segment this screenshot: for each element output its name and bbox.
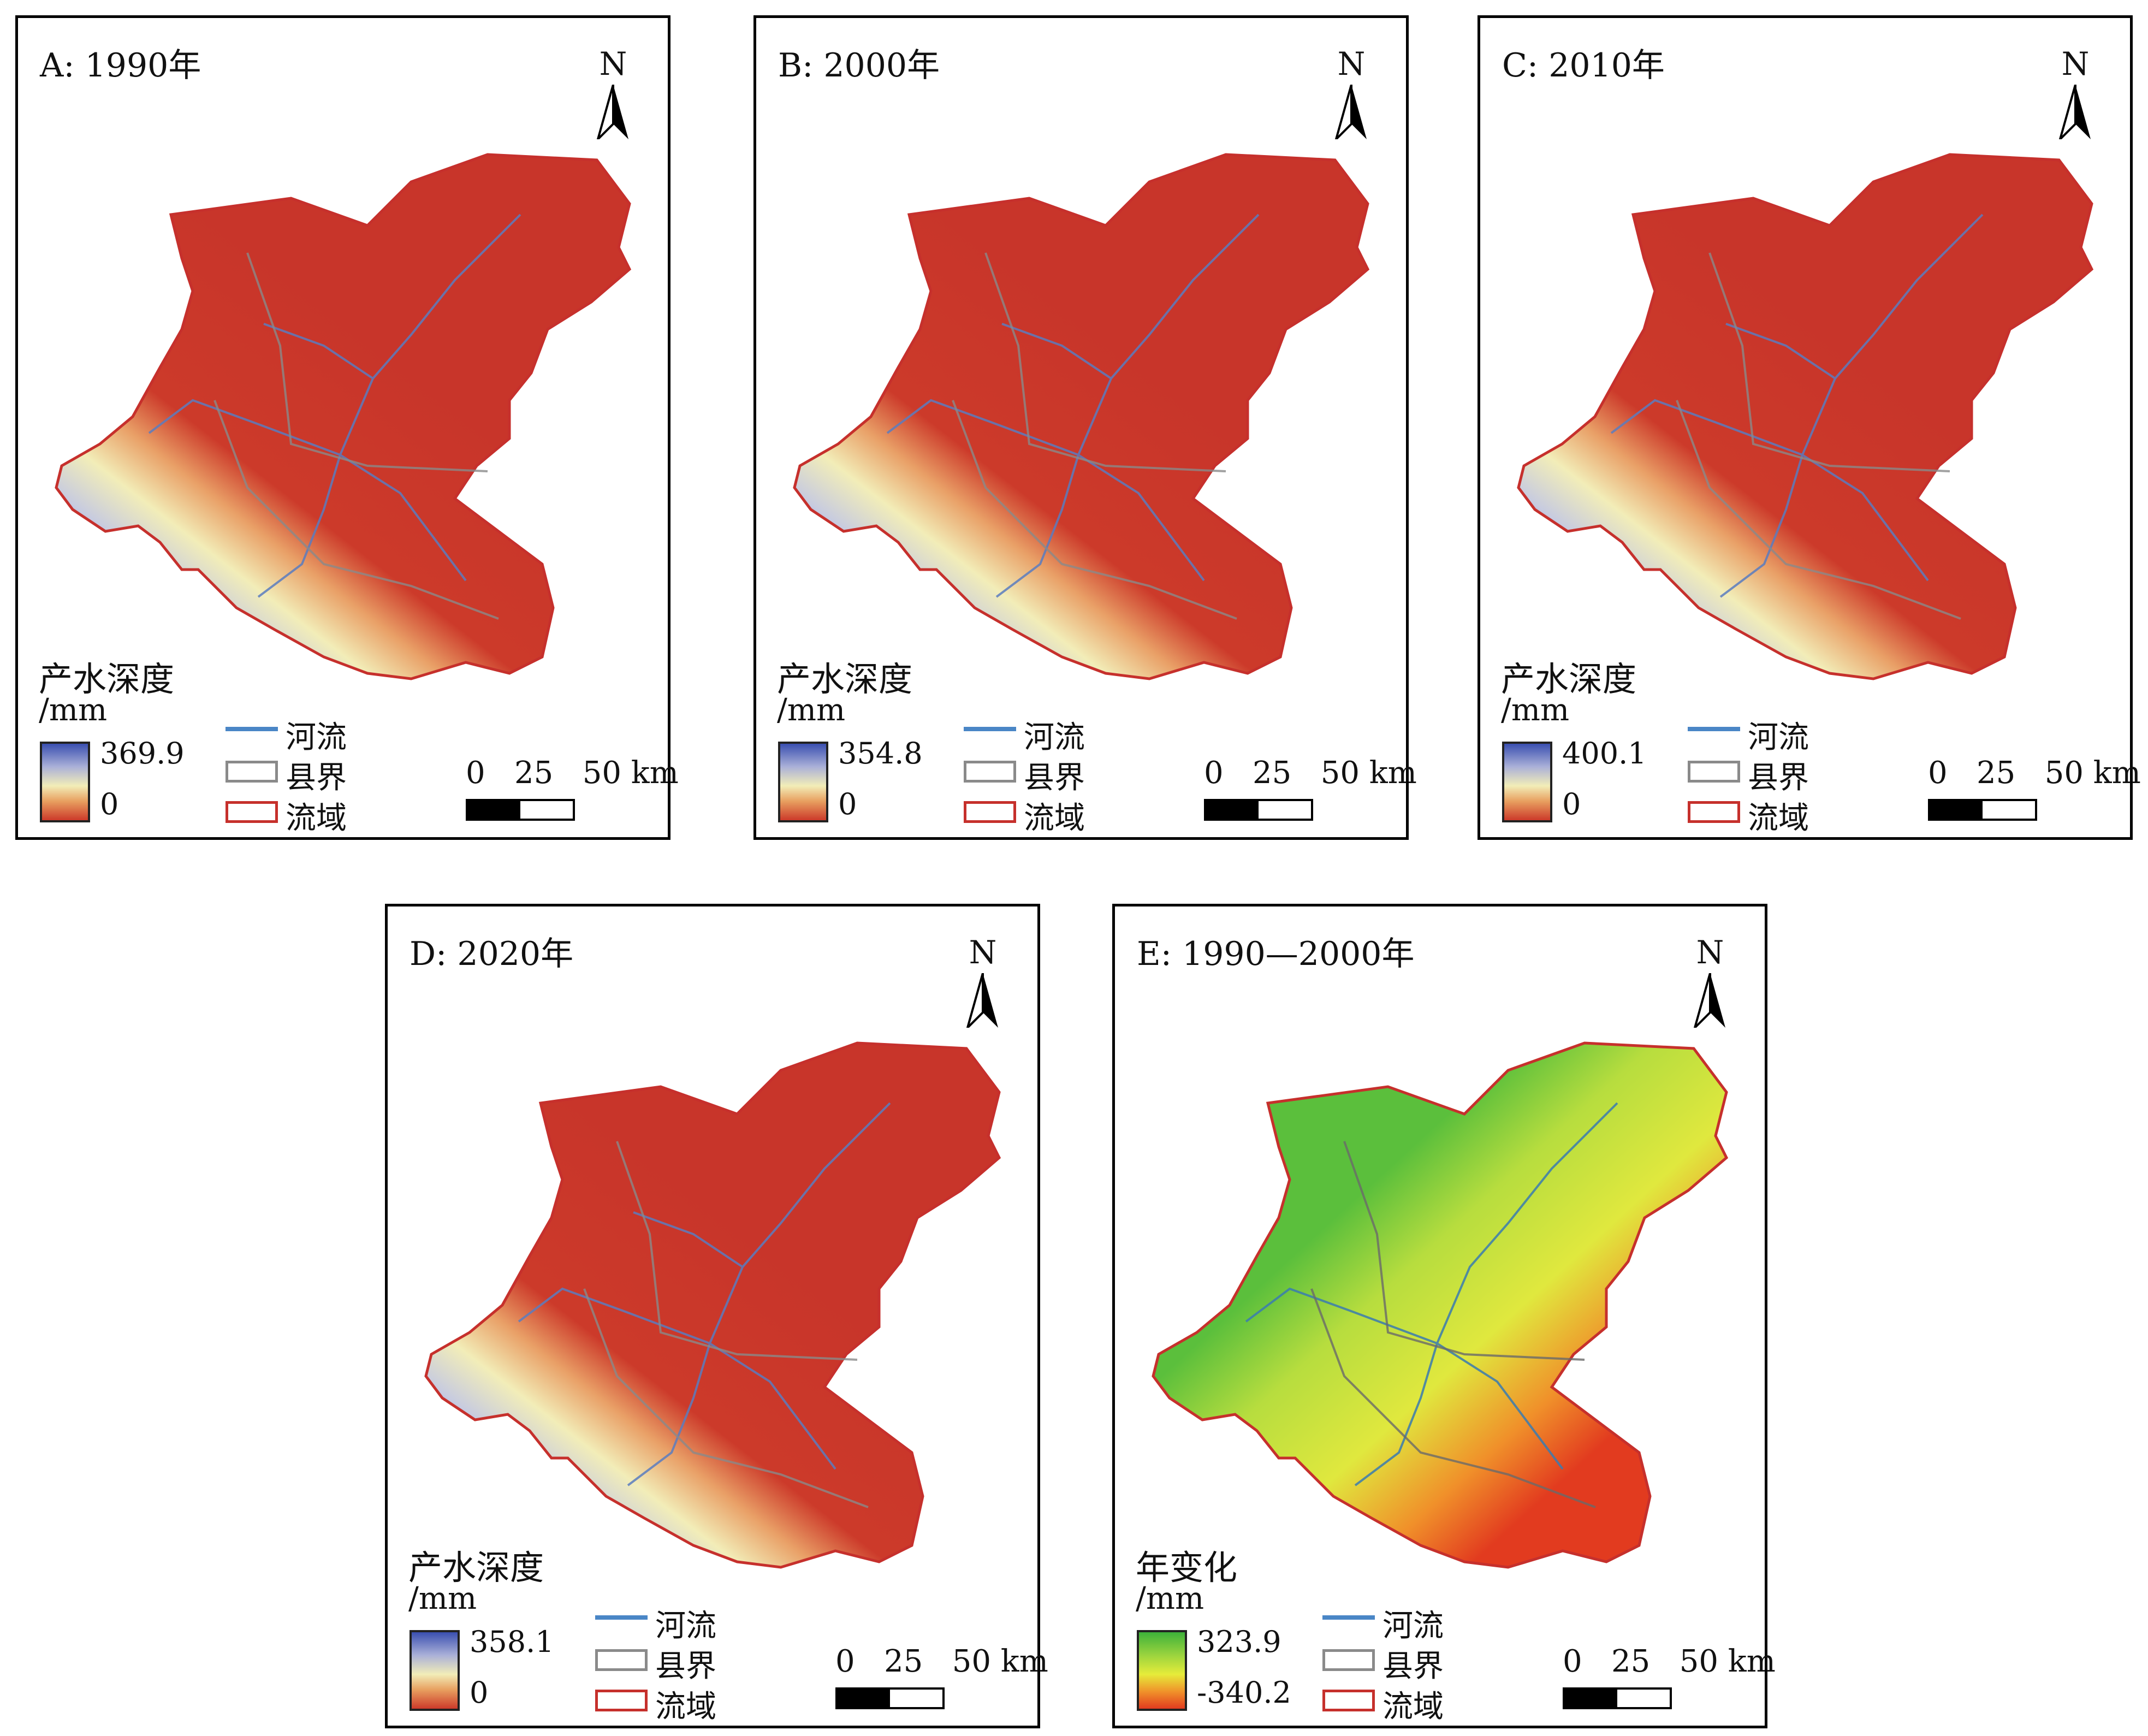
legend-unit: /mm [1501,692,1570,728]
north-arrow-icon [2059,85,2091,139]
panel-title: E: 1990—2000年 [1137,935,1415,973]
legend-min-value: 0 [838,787,857,821]
scale-label: 0 [1204,755,1224,791]
river-symbol [226,727,278,731]
scale-label: 25 [1611,1644,1651,1679]
river-symbol [1322,1615,1375,1620]
legend-title: 年变化 [1136,1548,1238,1587]
county-symbol [226,761,278,783]
map-panel-d: D: 2020年 N 产水深度 /mm 358.1 0 河流 县界 流域 0 2… [385,904,1048,1728]
legend-max-value: 369.9 [100,736,185,771]
county-symbol [595,1649,648,1671]
basin-symbol [1688,801,1740,823]
legend-title: 产水深度 [777,659,913,699]
north-arrow: N [961,934,1005,1032]
scale-label: 0 [835,1644,855,1679]
north-label: N [1337,45,1366,82]
legend-unit: /mm [1136,1581,1204,1616]
color-ramp [1502,742,1552,822]
scale-label: 50 km [1679,1644,1776,1679]
legend-min-value: 0 [1562,787,1581,821]
north-arrow: N [1330,45,1373,144]
north-arrow-icon [1335,85,1367,139]
scale-label: 0 [1563,1644,1582,1679]
color-ramp [40,742,90,822]
legend-unit: /mm [408,1581,477,1616]
legend-min-value: -340.2 [1197,1675,1291,1710]
north-arrow-icon [597,85,628,139]
color-ramp [778,742,828,822]
scale-label: 25 [884,1644,923,1679]
north-label: N [1696,934,1724,971]
color-ramp [410,1630,460,1711]
north-arrow: N [2054,45,2097,144]
scale-label: 50 km [952,1644,1048,1679]
scale-label: 50 km [1320,755,1417,791]
panel-title: C: 2010年 [1502,46,1665,85]
map-panel-e: E: 1990—2000年 N 年变化 /mm 323.9 -340.2 河流 … [1112,904,1776,1728]
river-symbol [595,1615,648,1620]
legend-title: 产水深度 [408,1548,544,1587]
river-symbol [1688,727,1740,731]
panel-title: A: 1990年 [40,46,201,85]
legend-max-value: 354.8 [838,736,923,771]
color-ramp [1137,1630,1187,1711]
basin-symbol [1322,1690,1375,1711]
basin-symbol [595,1690,648,1711]
legend-min-value: 0 [470,1675,489,1710]
legend-max-value: 358.1 [470,1625,554,1659]
north-arrow: N [1688,934,1732,1032]
north-arrow-icon [966,973,998,1028]
county-symbol [964,761,1016,783]
legend-unit: /mm [39,692,108,728]
scale-label: 25 [514,755,554,791]
panel-title: D: 2020年 [410,935,574,973]
scale-label: 50 km [582,755,679,791]
north-label: N [969,934,997,971]
scale-label: 25 [1977,755,2016,791]
county-symbol [1688,761,1740,783]
legend-max-value: 323.9 [1197,1625,1281,1659]
county-symbol [1322,1649,1375,1671]
north-arrow: N [591,45,635,144]
north-label: N [599,45,627,82]
map-panel-b: B: 2000年 N 产水深度 /mm 354.8 0 河流 县界 流域 0 2… [753,15,1417,840]
scale-label: 0 [466,755,485,791]
scale-label: 25 [1253,755,1292,791]
basin-symbol [964,801,1016,823]
north-label: N [2061,45,2090,82]
basin-symbol [226,801,278,823]
map-panel-a: A: 1990年 N 产水深度 /mm 369.9 0 河流 县界 流域 0 2… [15,15,679,840]
legend-max-value: 400.1 [1562,736,1647,771]
map-panel-c: C: 2010年 N 产水深度 /mm 400.1 0 河流 县界 流域 0 2… [1478,15,2141,840]
panel-title: B: 2000年 [778,46,940,85]
river-symbol [964,727,1016,731]
north-arrow-icon [1694,973,1725,1028]
legend-unit: /mm [777,692,846,728]
scale-label: 0 [1928,755,1948,791]
legend-title: 产水深度 [1501,659,1637,699]
scale-label: 50 km [2044,755,2141,791]
legend-title: 产水深度 [39,659,175,699]
legend-min-value: 0 [100,787,119,821]
